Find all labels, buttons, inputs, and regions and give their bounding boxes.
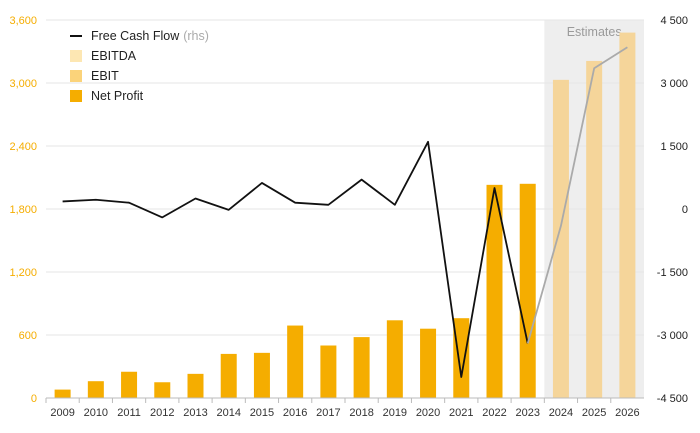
fcf-line [62, 140, 529, 378]
bar-ebit [586, 60, 603, 398]
x-tick-label: 2018 [349, 407, 373, 419]
fcf-line-estimate [526, 46, 628, 344]
legend-swatch-icon [70, 90, 82, 102]
estimates-label: Estimates [567, 25, 622, 39]
legend-item-free-cash-flow: Free Cash Flow (rhs) [70, 26, 209, 46]
bar-net-profit [54, 389, 71, 398]
bar-ebit [552, 79, 569, 398]
left-tick-label: 3,600 [9, 15, 37, 27]
legend-swatch-icon [70, 70, 82, 82]
legend: Free Cash Flow (rhs) EBITDA EBIT Net Pro… [70, 26, 209, 106]
bar-net-profit [353, 337, 370, 398]
x-tick-label: 2020 [416, 407, 440, 419]
x-tick-label: 2010 [84, 407, 108, 419]
legend-note: (rhs) [183, 29, 209, 43]
legend-swatch-icon [70, 50, 82, 62]
legend-item-net-profit: Net Profit [70, 86, 209, 106]
left-tick-label: 600 [19, 330, 37, 342]
x-tick-label: 2011 [117, 407, 141, 419]
bar-net-profit [486, 184, 503, 398]
bar-net-profit [154, 382, 171, 398]
x-tick-label: 2013 [183, 407, 207, 419]
right-tick-label: 3 000 [660, 78, 688, 90]
left-tick-label: 3,000 [9, 78, 37, 90]
legend-label: Free Cash Flow [91, 29, 180, 43]
legend-label: Net Profit [91, 89, 144, 103]
x-tick-label: 2017 [316, 407, 340, 419]
bar-net-profit [87, 381, 104, 398]
left-tick-label: 2,400 [9, 141, 37, 153]
bar-ebit [619, 32, 636, 398]
bar-net-profit [253, 352, 270, 398]
bar-net-profit [453, 318, 470, 398]
bar-net-profit [121, 371, 138, 398]
bar-net-profit [420, 328, 437, 398]
right-tick-label: -3 000 [657, 330, 688, 342]
x-tick-label: 2022 [482, 407, 506, 419]
right-tick-label: -1 500 [657, 267, 688, 279]
legend-item-ebitda: EBITDA [70, 46, 209, 66]
legend-item-ebit: EBIT [70, 66, 209, 86]
legend-line-icon [70, 35, 82, 37]
right-tick-label: 1 500 [660, 141, 688, 153]
bar-net-profit [320, 345, 337, 398]
right-tick-label: 0 [682, 204, 688, 216]
bar-net-profit [187, 373, 204, 398]
right-tick-label: 4 500 [660, 15, 688, 27]
x-tick-label: 2015 [250, 407, 274, 419]
bar-net-profit [220, 353, 237, 398]
x-tick-label: 2024 [549, 407, 573, 419]
bar-net-profit [386, 320, 403, 398]
x-tick-label: 2026 [615, 407, 639, 419]
x-tick-label: 2023 [515, 407, 539, 419]
x-tick-label: 2012 [150, 407, 174, 419]
x-tick-label: 2019 [383, 407, 407, 419]
x-tick-label: 2016 [283, 407, 307, 419]
x-tick-label: 2014 [216, 407, 240, 419]
x-tick-label: 2021 [449, 407, 473, 419]
legend-label: EBIT [91, 69, 119, 83]
legend-label: EBITDA [91, 49, 137, 63]
left-tick-label: 0 [31, 393, 37, 405]
left-tick-label: 1,800 [9, 204, 37, 216]
bar-net-profit [519, 183, 536, 398]
x-tick-label: 2009 [50, 407, 74, 419]
left-tick-label: 1,200 [9, 267, 37, 279]
right-tick-label: -4 500 [657, 393, 688, 405]
bar-net-profit [287, 325, 304, 398]
x-tick-label: 2025 [582, 407, 606, 419]
